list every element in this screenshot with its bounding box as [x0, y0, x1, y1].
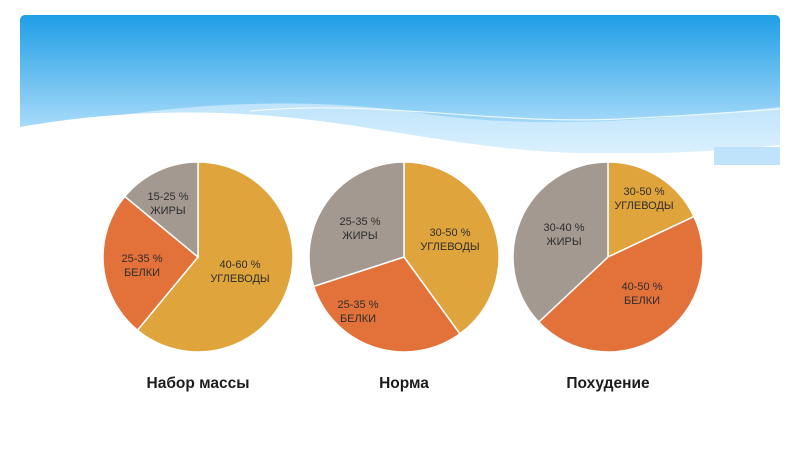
slice-name-label: УГЛЕВОДЫ: [210, 273, 269, 285]
slice-range-label: 25-35 %: [340, 216, 381, 228]
slice-range-label: 15-25 %: [148, 191, 189, 203]
chart-title: Похудение: [566, 375, 650, 392]
slice-name-label: ЖИРЫ: [546, 236, 581, 248]
slice-name-label: БЕЛКИ: [124, 267, 160, 279]
slice-name-label: ЖИРЫ: [150, 205, 185, 217]
slice-name-label: УГЛЕВОДЫ: [614, 200, 673, 212]
slice-range-label: 25-35 %: [122, 253, 163, 265]
pie-slice-углеводы: [136, 161, 294, 353]
slice-range-label: 40-50 %: [622, 281, 663, 293]
slice-range-label: 40-60 %: [220, 259, 261, 271]
banner-right-edge: [714, 147, 780, 165]
slice-name-label: ЖИРЫ: [342, 230, 377, 242]
banner-wave-line: [249, 107, 780, 121]
chart-title: Набор массы: [147, 375, 250, 392]
pie-slice-белки: [537, 215, 704, 353]
pie-slice-белки: [312, 256, 461, 353]
pie-slice-жиры: [512, 161, 609, 324]
slice-range-label: 30-50 %: [624, 186, 665, 198]
chart-title: Норма: [379, 375, 429, 392]
pie-chart-3: 30-50 % УГЛЕВОДЫ 40-50 % БЕЛКИ 30-40 % ЖИРЫ По…: [512, 161, 704, 392]
pie-slice-белки: [102, 195, 200, 332]
pie-chart-2: 30-50 % УГЛЕВОДЫ 25-35 % БЕЛКИ 25-35 % ЖИРЫ Но…: [308, 161, 500, 392]
pie-chart-1: 40-60 % УГЛЕВОДЫ 25-35 % БЕЛКИ 15-25 % ЖИРЫ На…: [102, 161, 294, 392]
pie-slice-углеводы: [607, 161, 695, 259]
slice-name-label: УГЛЕВОДЫ: [420, 241, 479, 253]
banner-wave: [20, 112, 780, 165]
slice-range-label: 25-35 %: [338, 299, 379, 311]
pie-slice-жиры: [123, 161, 199, 259]
pie-slice-жиры: [308, 161, 405, 288]
pie-slice-углеводы: [403, 161, 500, 335]
slice-range-label: 30-50 %: [430, 227, 471, 239]
slice-name-label: БЕЛКИ: [340, 313, 376, 325]
slice-name-label: БЕЛКИ: [624, 295, 660, 307]
slice-range-label: 30-40 %: [544, 222, 585, 234]
header-banner: [20, 15, 780, 165]
